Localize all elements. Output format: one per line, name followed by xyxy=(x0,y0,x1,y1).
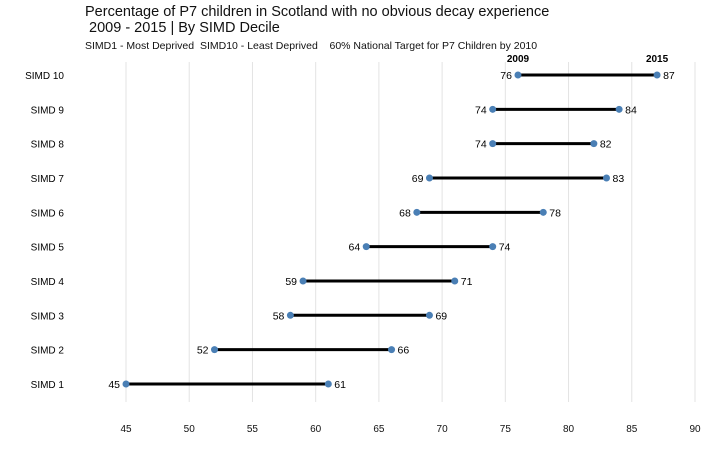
x-tick-label: 75 xyxy=(500,424,512,435)
data-label-2015: 83 xyxy=(612,173,624,185)
chart-note: SIMD1 - Most Deprived SIMD10 - Least Dep… xyxy=(85,40,538,52)
chart-subtitle: 2009 - 2015 | By SIMD Decile xyxy=(85,20,280,36)
dot-2009 xyxy=(489,105,497,113)
data-label-2009: 59 xyxy=(285,276,297,288)
y-category-label: SIMD 7 xyxy=(31,174,65,185)
y-category-label: SIMD 6 xyxy=(31,208,65,219)
data-label-2015: 66 xyxy=(398,345,410,357)
x-tick-label: 55 xyxy=(247,424,259,435)
dot-2015 xyxy=(653,71,661,79)
data-label-2009: 52 xyxy=(197,345,209,357)
data-label-2009: 45 xyxy=(108,379,120,391)
y-category-label: SIMD 2 xyxy=(31,346,65,357)
dot-2015 xyxy=(324,380,332,388)
data-label-2009: 69 xyxy=(412,173,424,185)
dot-2015 xyxy=(451,277,459,285)
x-tick-label: 60 xyxy=(310,424,322,435)
x-tick-label: 90 xyxy=(689,424,701,435)
dot-2015 xyxy=(602,174,610,182)
dot-2015 xyxy=(615,105,623,113)
data-label-2009: 64 xyxy=(349,242,361,254)
dot-2015 xyxy=(425,311,433,319)
x-tick-label: 65 xyxy=(373,424,385,435)
data-label-2009: 74 xyxy=(475,104,487,116)
dot-2009 xyxy=(425,174,433,182)
dot-2015 xyxy=(489,243,497,251)
y-category-label: SIMD 4 xyxy=(31,277,65,288)
data-label-2009: 68 xyxy=(399,207,411,219)
series-label-2015: 2015 xyxy=(646,54,669,65)
data-label-2015: 61 xyxy=(334,379,346,391)
data-label-2009: 74 xyxy=(475,139,487,151)
dot-2015 xyxy=(539,208,547,216)
x-tick-label: 80 xyxy=(563,424,575,435)
x-tick-label: 85 xyxy=(626,424,638,435)
y-category-label: SIMD 5 xyxy=(31,243,65,254)
dot-2015 xyxy=(590,140,598,148)
y-category-label: SIMD 1 xyxy=(31,380,65,391)
y-category-label: SIMD 10 xyxy=(25,71,64,82)
data-label-2015: 82 xyxy=(600,139,612,151)
dot-2009 xyxy=(299,277,307,285)
x-tick-label: 50 xyxy=(184,424,196,435)
x-tick-label: 70 xyxy=(437,424,449,435)
y-category-label: SIMD 3 xyxy=(31,311,65,322)
dot-2009 xyxy=(122,380,130,388)
data-label-2015: 87 xyxy=(663,70,675,82)
x-tick-label: 45 xyxy=(120,424,132,435)
dot-2009 xyxy=(413,208,421,216)
data-label-2015: 69 xyxy=(435,310,447,322)
series-label-2009: 2009 xyxy=(507,54,530,65)
dot-2015 xyxy=(388,346,396,354)
y-category-label: SIMD 8 xyxy=(31,140,65,151)
dot-2009 xyxy=(489,140,497,148)
data-label-2015: 74 xyxy=(499,242,511,254)
chart-title: Percentage of P7 children in Scotland wi… xyxy=(85,4,550,20)
data-label-2015: 84 xyxy=(625,104,637,116)
data-label-2009: 76 xyxy=(500,70,512,82)
data-label-2015: 71 xyxy=(461,276,473,288)
dot-2009 xyxy=(514,71,522,79)
data-label-2009: 58 xyxy=(273,310,285,322)
data-label-2015: 78 xyxy=(549,207,561,219)
dot-2009 xyxy=(211,346,219,354)
dot-2009 xyxy=(286,311,294,319)
y-category-label: SIMD 9 xyxy=(31,105,65,116)
dot-2009 xyxy=(362,243,370,251)
